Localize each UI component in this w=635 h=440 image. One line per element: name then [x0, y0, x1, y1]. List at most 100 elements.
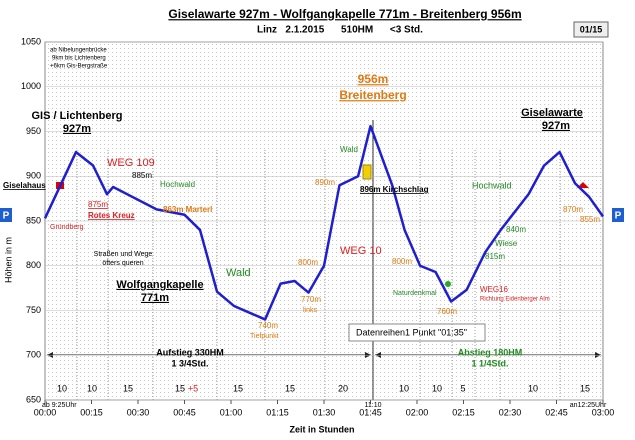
page-badge: 01/15: [580, 24, 603, 34]
y-tick-label: 700: [26, 350, 41, 360]
x-axis-label: Zeit in Stunden: [290, 424, 355, 434]
segment-label: 20: [338, 383, 348, 393]
y-tick-label: 950: [26, 126, 41, 136]
segment-label: 15: [123, 383, 133, 393]
segment-label: 10: [399, 383, 409, 393]
profile-line: [43, 124, 605, 321]
annotation: links: [303, 307, 318, 314]
annotation: 740m: [258, 321, 278, 330]
annotation: 800m: [298, 258, 318, 267]
annotation: Wald: [340, 145, 358, 154]
segment-label: 15: [580, 383, 590, 393]
x-tick-label: 02:30: [499, 407, 522, 417]
annotation: WEG 10: [340, 245, 382, 257]
annotation: Aufstieg 330HM: [156, 347, 224, 357]
x-tick-label: 00:15: [80, 407, 103, 417]
building-icon: [362, 164, 372, 180]
annotation: 875m: [88, 200, 108, 209]
x-tick-label: 02:00: [406, 407, 429, 417]
x-tick-label: 00:45: [173, 407, 196, 417]
parking-right: [612, 208, 624, 222]
annotation: 956m: [358, 72, 389, 86]
x-tick-label: 00:00: [34, 407, 57, 417]
annotation: 885m: [132, 171, 152, 180]
page-badge-box: [573, 21, 609, 38]
y-tick-label: 650: [26, 394, 41, 404]
x-tick-label: 03:00: [592, 407, 615, 417]
annotation: Richtung Eidenberger Alm: [480, 297, 550, 303]
annotation: GIS / Lichtenberg: [31, 110, 122, 122]
tooltip-box: [348, 323, 486, 342]
annotation: Rotes Kreuz: [88, 211, 135, 220]
annotation: 927m: [63, 123, 91, 135]
annotation: WEG16: [480, 285, 509, 294]
y-axis-label: Höhen in m: [3, 237, 13, 283]
annotation: 760m: [437, 307, 457, 316]
annotation: 800m: [392, 257, 412, 266]
annotation: 1 3/4Std.: [171, 358, 208, 368]
y-tick-label: 800: [26, 260, 41, 270]
y-tick-label: 900: [26, 171, 41, 181]
segment-label: 15: [233, 383, 243, 393]
annotation: Breitenberg: [339, 88, 406, 102]
x-tick-label: 00:30: [127, 407, 150, 417]
annotation: ab Nibelungenbrücke: [50, 48, 107, 54]
annotation: 815m: [485, 252, 505, 261]
y-tick-label: 1000: [21, 81, 41, 91]
x-tick-label: 02:45: [545, 407, 568, 417]
annotation: 896m Kirchschlag: [360, 185, 429, 194]
annotation: +6km Gis-Bergstraße: [50, 64, 108, 70]
y-tick-label: 1050: [21, 36, 41, 46]
annotation: 855m: [580, 215, 600, 224]
annotation: Hochwald: [160, 180, 195, 189]
annotation: 863m Marterl: [163, 205, 212, 214]
segment-label: 15: [285, 383, 295, 393]
annotation: WEG 109: [107, 157, 155, 169]
annotation: 9km bis Lichtenberg: [52, 56, 106, 62]
annotation: an12:25Uhr: [570, 402, 607, 409]
annotation: Giselahaus: [3, 181, 46, 190]
tree-icon: [445, 281, 451, 287]
x-tick-label: 01:15: [266, 407, 289, 417]
annotation: 1 1/4Std.: [471, 358, 508, 368]
annotation: 771m: [141, 292, 169, 304]
annotation: 770m: [301, 295, 321, 304]
x-tick-label: 02:15: [452, 407, 475, 417]
annotation: Abstieg 180HM: [458, 347, 523, 357]
x-tick-label: 01:30: [313, 407, 336, 417]
annotation: Wolfgangkapelle: [116, 279, 203, 291]
annotation: Wiese: [495, 239, 518, 248]
annotation: ab 9:25Uhr: [42, 402, 77, 409]
annotation: Hochwald: [472, 180, 512, 190]
chart-subtitle: Linz 2.1.2015 510HM <3 Std.: [257, 25, 423, 36]
y-tick-label: 850: [26, 215, 41, 225]
chart-title: Giselawarte 927m - Wolfgangkapelle 771m …: [168, 7, 521, 21]
x-tick-label: 01:45: [359, 407, 382, 417]
annotation: Naturdenkmal: [393, 290, 437, 297]
segment-label: 10: [57, 383, 67, 393]
segment-label: 5: [460, 383, 465, 393]
parking-left: [0, 208, 12, 222]
tooltip: Datenreihen1 Punkt "01:35": [356, 327, 467, 337]
annotation: 870m: [563, 205, 583, 214]
segment-label: +5: [188, 383, 198, 393]
annotation: P: [615, 211, 622, 222]
annotation: Giselawarte: [521, 107, 583, 119]
annotation: 927m: [542, 120, 570, 132]
annotation: 840m: [506, 225, 526, 234]
annotation: Gründberg: [50, 224, 84, 231]
annotation: 890m: [315, 178, 335, 187]
x-tick-label: 01:00: [220, 407, 243, 417]
annotation: 11:10: [365, 402, 382, 409]
segment-label: 10: [87, 383, 97, 393]
annotation: Wald: [226, 267, 251, 279]
annotation: öfters queren: [102, 260, 143, 267]
segment-label: 10: [528, 383, 538, 393]
annotation: Tiefpunkt: [250, 333, 279, 340]
annotation: Straßen und Wege: [94, 251, 153, 258]
segment-label: 10: [432, 383, 442, 393]
annotation: P: [3, 211, 10, 222]
y-tick-label: 750: [26, 305, 41, 315]
